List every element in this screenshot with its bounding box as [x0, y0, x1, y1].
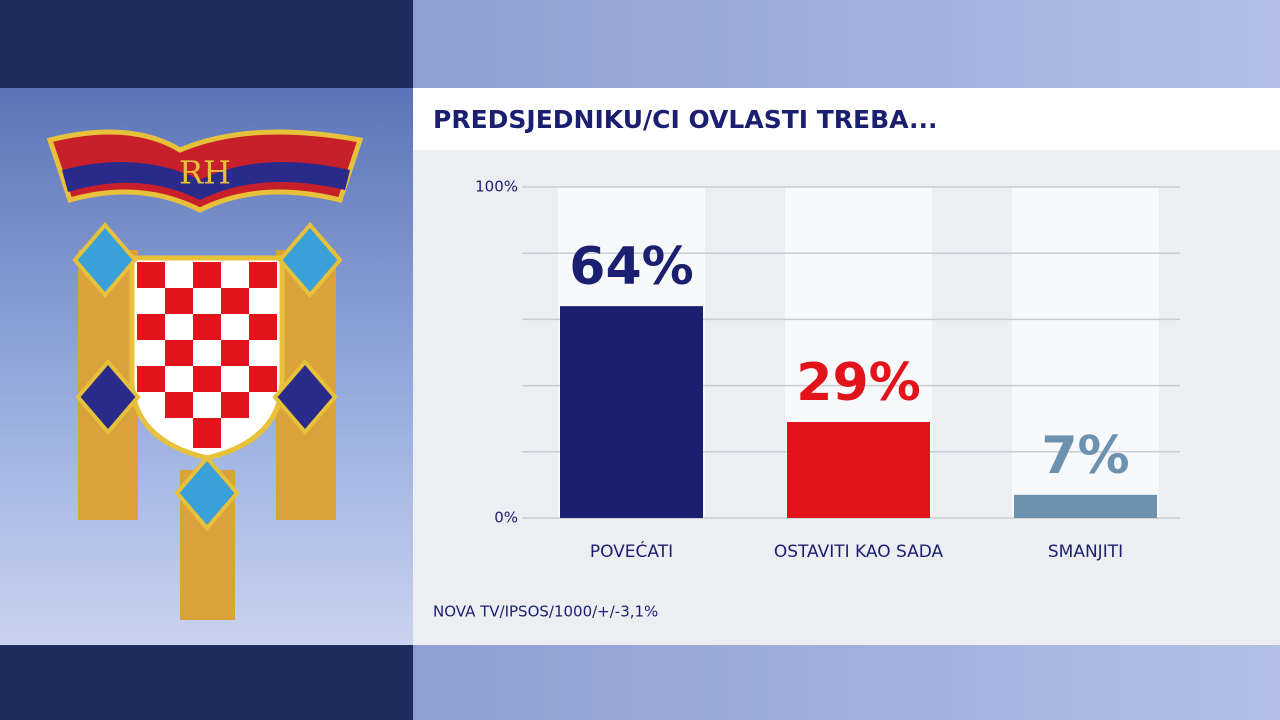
value-label: 64% [569, 237, 693, 297]
value-label: 7% [1041, 426, 1129, 486]
y-tick-label: 0% [494, 509, 518, 527]
title-band [413, 88, 1280, 150]
svg-text:RH: RH [179, 154, 231, 192]
source: NOVA TV/IPSOS/1000/+/-3,1% [433, 603, 658, 621]
bar [560, 306, 703, 518]
x-tick-label: POVEĆATI [590, 540, 673, 562]
coat-of-arms: RH [46, 129, 364, 620]
plot: 0% 100% 64% POVEĆATI 29% OSTAVITI KAO SADA 7% S… [475, 178, 1180, 562]
bar [1014, 494, 1157, 518]
y-tick-label: 100% [475, 178, 518, 196]
value-label: 29% [796, 353, 920, 413]
bar [787, 422, 930, 518]
column-background [1012, 187, 1159, 518]
chart-title: PREDSJEDNIKU/CI OVLASTI TREBA... [433, 105, 938, 134]
x-tick-label: OSTAVITI KAO SADA [774, 542, 944, 562]
x-tick-label: SMANJITI [1048, 542, 1123, 562]
